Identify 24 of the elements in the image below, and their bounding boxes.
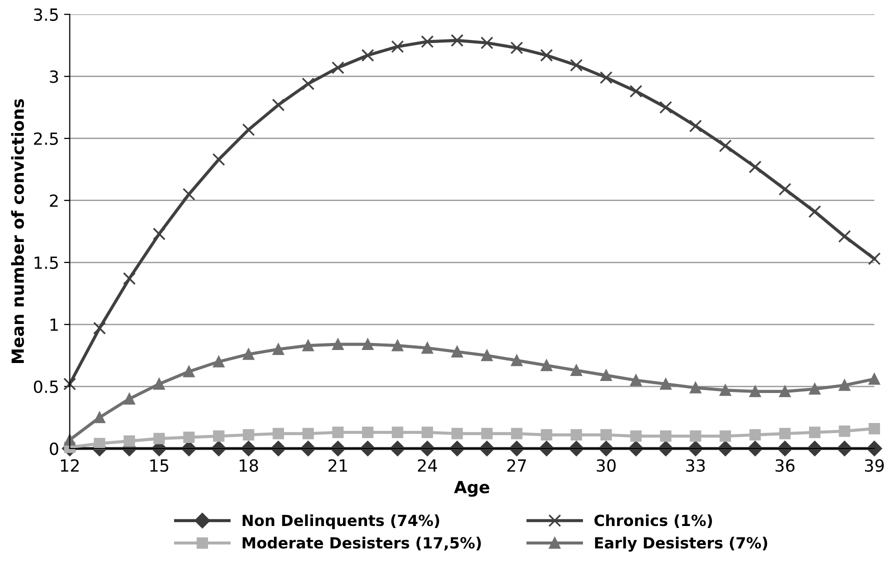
legend-label: Non Delinquents (74%) bbox=[242, 514, 440, 530]
y-tick-label: 2.5 bbox=[34, 132, 58, 145]
x-tick-label: 36 bbox=[776, 459, 794, 472]
x-tick-label: 27 bbox=[507, 459, 526, 472]
y-tick-label: 1.5 bbox=[34, 256, 58, 270]
legend-label: Chronics (1%) bbox=[594, 514, 712, 528]
legend-label: Early Desisters (7%) bbox=[595, 536, 768, 552]
legend-label: Moderate Desisters (17,5%) bbox=[242, 536, 481, 551]
x-tick-label: 21 bbox=[328, 459, 347, 472]
x-tick-label: 18 bbox=[240, 459, 258, 472]
y-tick-label: 1 bbox=[50, 318, 58, 331]
x-tick-label: 39 bbox=[865, 459, 884, 472]
y-axis-title: Mean number of convictions bbox=[11, 99, 24, 364]
y-tick-label: 3.5 bbox=[34, 8, 58, 21]
y-tick-label: 0 bbox=[50, 442, 58, 456]
x-tick-label: 15 bbox=[150, 459, 168, 472]
x-tick-label: 33 bbox=[686, 459, 705, 472]
x-axis-title: Age bbox=[454, 480, 490, 497]
x-tick-label: 24 bbox=[418, 459, 437, 472]
y-tick-label: 2 bbox=[50, 194, 58, 207]
y-tick-label: 3 bbox=[50, 70, 58, 83]
x-tick-label: 30 bbox=[596, 459, 616, 472]
y-tick-label: 0.5 bbox=[34, 380, 58, 394]
x-tick-label: 12 bbox=[60, 459, 79, 472]
